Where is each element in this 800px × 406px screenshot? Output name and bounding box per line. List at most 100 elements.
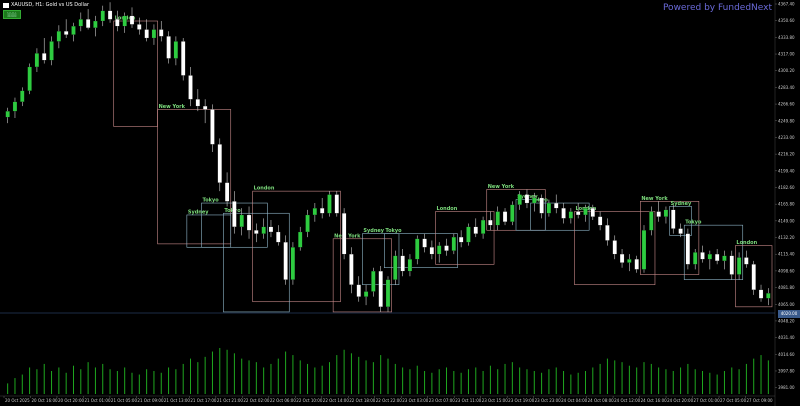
bull-candle [298,231,303,248]
session-box [435,211,495,265]
time-tick-label: 22 Oct 14:00 [323,398,350,403]
bear-candle [656,211,661,217]
bear-candle [268,226,274,233]
time-tick-label: 24 Oct 12:00 [614,398,641,403]
bear-candle [378,270,383,307]
brand-watermark: Powered by FundedNext [662,3,772,13]
time-tick-label: 22 Oct 22:00 [376,398,403,403]
time-tick-label: 27 Oct 01:00 [694,398,721,403]
price-tick-label: 4367.40 [778,2,795,7]
price-tick-label: 3997.80 [778,368,795,373]
session-box [157,109,232,245]
bear-candle [473,226,478,234]
time-tick-label: 24 Oct 20:00 [667,398,694,403]
bull-candle [546,202,552,214]
bear-candle [276,231,281,243]
time-tick-label: 23 Oct 07:00 [429,398,456,403]
time-tick-label: 24 Oct 16:00 [641,398,668,403]
bull-candle [393,255,398,280]
bear-candle [502,211,508,222]
bull-candle [100,10,105,22]
time-tick-label: 21 Oct 09:00 [137,398,164,403]
bear-candle [210,109,215,145]
session-box [186,214,232,248]
bull-candle [707,253,712,260]
bull-candle [363,291,369,297]
time-tick-label: 23 Oct 11:00 [455,398,482,403]
bear-candle [678,228,683,234]
bear-candle [561,208,566,219]
bull-candle [510,204,515,222]
session-label: New York [488,184,515,190]
bear-candle [539,197,544,214]
session-box [223,212,290,313]
bear-candle [64,31,69,35]
session-label: Sydney [188,209,209,215]
bear-candle [356,284,361,297]
bear-candle [42,53,47,61]
time-tick-label: 21 Oct 13:00 [164,398,191,403]
session-box [574,211,656,286]
bull-candle [151,29,157,39]
price-tick-label: 4165.80 [778,202,795,207]
bear-candle [349,253,354,285]
price-axis: 4367.40 4350.60 4333.80 4317.00 4300.20 4283.… [775,2,795,390]
session-box [683,224,744,280]
bear-candle [166,36,171,59]
price-tick-label: 4081.80 [778,285,795,290]
bull-candle [173,41,178,59]
bear-candle [422,238,427,248]
symbol-title: XAUUSD, H1: Gold vs US Dollar [11,2,90,8]
bull-candle [305,214,310,233]
session-label: Tokyo [202,198,219,204]
bull-candle [20,90,25,102]
time-tick-label: 21 Oct 21:00 [217,398,244,403]
bear-candle [488,219,493,226]
price-tick-label: 4065.00 [778,302,795,307]
bull-candle [78,19,83,27]
price-tick-label: 4233.00 [778,135,795,140]
time-tick-label: 24 Oct 04:00 [561,398,588,403]
price-tick-label: 4048.20 [778,318,795,323]
bull-candle [239,214,244,227]
bear-candle [576,211,581,216]
bear-candle [107,10,113,20]
bull-candle [122,15,127,27]
bear-candle [195,99,200,107]
bear-candle [246,214,252,231]
session-label: London [254,186,275,192]
session-box [252,190,341,303]
session-box [640,201,700,275]
bear-candle [224,182,230,202]
time-tick-label: 27 Oct 05:00 [720,398,747,403]
bear-candle [115,19,120,27]
price-tick-label: 4283.40 [778,85,795,90]
price-tick-label: 4132.20 [778,235,795,240]
bull-candle [495,211,500,226]
bull-candle [641,230,647,270]
bear-candle [137,24,142,30]
time-axis: 20 Oct 2025 20 Oct 16:00 20 Oct 20:00 21 Oc… [3,396,773,403]
bull-candle [722,255,727,261]
bear-candle [605,225,610,241]
bull-candle [71,26,76,35]
bear-candle [181,41,186,76]
time-tick-label: 23 Oct 19:00 [508,398,535,403]
time-tick-label: 22 Oct 18:00 [349,398,376,403]
price-tick-label: 3981.00 [778,385,795,390]
session-label: Sydney [671,201,692,207]
time-tick-label: 24 Oct 08:00 [588,398,615,403]
session-label: New York [334,233,361,239]
price-tick-label: 4014.60 [778,352,795,357]
bull-candle [480,219,486,234]
session-label: Sydney [363,228,384,234]
one-click-trading-badge[interactable]: ░░░ [3,10,21,19]
bull-candle [327,194,332,214]
bear-candle [129,15,135,25]
time-tick-label: 21 Oct 05:00 [111,398,138,403]
bear-candle [334,194,339,214]
bear-candle [188,75,193,100]
bull-candle [27,66,32,91]
price-tick-label: 4098.60 [778,268,795,273]
